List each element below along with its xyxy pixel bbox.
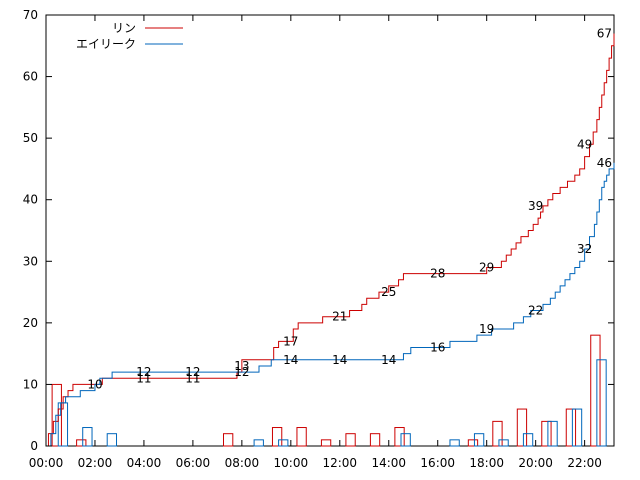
point-label-eirik: 32	[577, 242, 592, 256]
point-label-eirik: 14	[332, 353, 347, 367]
point-label-eirik: 12	[136, 365, 151, 379]
point-label-eirik: 22	[528, 304, 543, 318]
x-tick-label: 02:00	[78, 456, 113, 470]
x-tick-label: 12:00	[322, 456, 357, 470]
x-tick-label: 10:00	[274, 456, 309, 470]
point-labels: 10 11 11 13 17 21 25 28 29 39 49 67 12 12 12 14 14 14 16 19…	[87, 26, 612, 391]
legend-label-eirik: エイリーク	[76, 37, 136, 51]
hourly-bars	[51, 334, 607, 447]
hourly-bar-eirik	[449, 439, 460, 447]
point-label-rin: 10	[87, 377, 102, 391]
hourly-bar-rin	[541, 420, 552, 447]
x-tick-label: 22:00	[567, 456, 602, 470]
hourly-bar-rin	[345, 433, 356, 447]
hourly-bar-eirik	[400, 433, 411, 447]
y-tick-label: 60	[23, 70, 38, 84]
point-label-rin: 39	[528, 199, 543, 213]
series-line-rin	[46, 33, 615, 447]
hourly-bar-eirik	[278, 439, 289, 447]
hourly-bar-rin	[369, 433, 381, 447]
x-tick-label: 18:00	[469, 456, 504, 470]
hourly-bar-eirik	[498, 439, 509, 447]
hourly-bar-rin	[565, 408, 577, 447]
point-label-eirik: 12	[185, 365, 200, 379]
point-label-rin: 13	[234, 359, 249, 373]
hourly-bar-rin	[76, 439, 87, 447]
y-tick-label: 10	[23, 377, 38, 391]
point-label-rin: 11	[185, 371, 200, 385]
hourly-bar-rin	[51, 383, 62, 447]
point-label-eirik: 19	[479, 322, 494, 336]
x-tick-label: 06:00	[176, 456, 211, 470]
hourly-bar-rin	[296, 427, 307, 447]
legend: リン エイリーク	[76, 21, 183, 51]
hourly-bar-eirik	[596, 359, 607, 447]
point-label-rin: 28	[430, 267, 445, 281]
x-tick-label: 16:00	[420, 456, 455, 470]
hourly-bar-eirik	[522, 433, 534, 447]
hourly-bar-eirik	[571, 408, 583, 447]
hourly-bar-rin	[271, 427, 283, 447]
point-label-eirik: 14	[381, 353, 396, 367]
point-label-rin: 21	[332, 310, 347, 324]
point-label-rin: 25	[381, 285, 396, 299]
hourly-bar-eirik	[253, 439, 264, 447]
hourly-bar-rin	[394, 427, 405, 447]
y-tick-label: 30	[23, 254, 38, 268]
hourly-bar-rin	[467, 439, 479, 447]
hourly-bar-rin	[492, 420, 503, 447]
hourly-bar-eirik	[82, 427, 93, 447]
hourly-bar-rin	[223, 433, 234, 447]
x-tick-label: 00:00	[29, 456, 64, 470]
hourly-bar-eirik	[473, 433, 485, 447]
point-label-eirik: 14	[283, 353, 298, 367]
cumulative-lines	[46, 33, 615, 447]
point-label-eirik: 12	[234, 365, 249, 379]
point-label-rin: 67	[597, 26, 612, 40]
point-label-rin: 29	[479, 260, 494, 274]
x-tick-label: 20:00	[518, 456, 553, 470]
hourly-bar-rin	[516, 408, 528, 447]
point-label-rin: 49	[577, 137, 592, 151]
y-tick-label: 40	[23, 193, 38, 207]
x-tick-label: 14:00	[371, 456, 406, 470]
legend-label-rin: リン	[112, 21, 136, 35]
hourly-bar-rin	[590, 334, 601, 447]
axes: 0 10 20 30 40 50 60 70 00:00 02:00 04:00 06:00 08:00…	[23, 8, 614, 470]
point-label-eirik: 46	[597, 156, 612, 170]
hourly-bar-eirik	[106, 433, 118, 447]
point-label-rin: 17	[283, 334, 298, 348]
y-tick-label: 70	[23, 8, 38, 22]
series-line-eirik	[46, 162, 615, 447]
x-tick-label: 08:00	[225, 456, 260, 470]
hourly-bar-eirik	[547, 420, 558, 447]
hourly-bar-rin	[320, 439, 332, 447]
x-tick-label: 04:00	[127, 456, 162, 470]
point-label-eirik: 16	[430, 340, 445, 354]
y-tick-label: 20	[23, 316, 38, 330]
y-tick-label: 0	[30, 439, 38, 453]
y-tick-label: 50	[23, 131, 38, 145]
point-label-rin: 11	[136, 371, 151, 385]
